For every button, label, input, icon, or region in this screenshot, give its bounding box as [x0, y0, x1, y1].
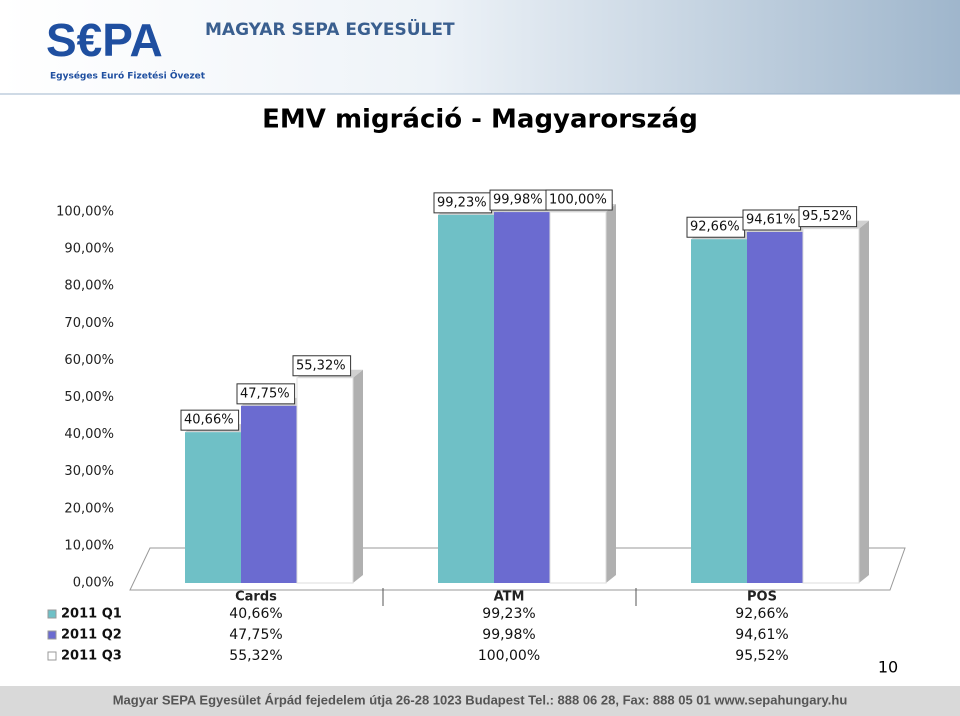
header-band — [0, 0, 960, 94]
bar — [691, 239, 747, 584]
logo: S€PA — [46, 14, 163, 66]
data-label-box — [292, 355, 352, 377]
bar-side — [606, 204, 616, 583]
table-value: 95,52% — [735, 648, 788, 664]
page-number: 10 — [878, 658, 898, 677]
y-tick-label: 80,00% — [64, 279, 114, 294]
table-value: 94,61% — [735, 627, 788, 643]
chart-title: EMV migráció - Magyarország — [262, 105, 698, 135]
table-value: 47,75% — [229, 627, 282, 643]
y-tick-label: 50,00% — [64, 390, 114, 405]
organization: MAGYAR SEPA EGYESÜLET — [205, 18, 455, 40]
table-value: 40,66% — [229, 606, 282, 622]
bar — [802, 228, 860, 584]
legend-swatch — [47, 651, 57, 661]
data-label: 99,98% — [493, 193, 543, 208]
data-label: 99,23% — [437, 195, 487, 210]
category-label: ATM — [494, 590, 525, 605]
footer-band — [0, 686, 960, 716]
data-label-box — [545, 189, 613, 211]
bar-side — [353, 369, 363, 583]
bar-side — [859, 220, 869, 584]
y-tick-label: 60,00% — [64, 353, 114, 368]
bar — [747, 231, 803, 584]
category-label: Cards — [235, 590, 277, 605]
y-tick-label: 70,00% — [64, 316, 114, 331]
y-tick-label: 10,00% — [64, 538, 114, 553]
y-tick-label: 100,00% — [56, 205, 114, 220]
y-tick-label: 90,00% — [64, 242, 114, 257]
data-label: 94,61% — [746, 212, 796, 227]
table-value: 55,32% — [229, 648, 282, 664]
y-tick-label: 30,00% — [64, 464, 114, 479]
category-label: POS — [747, 590, 777, 605]
table-value: 100,00% — [478, 648, 540, 664]
footer: Magyar SEPA Egyesület Árpád fejedelem út… — [113, 692, 848, 707]
table-value: 99,98% — [482, 627, 535, 643]
data-label-box — [180, 409, 240, 431]
data-label: 40,66% — [184, 413, 234, 428]
bar — [549, 211, 607, 584]
data-label: 47,75% — [240, 386, 290, 401]
legend-label: 2011 Q3 — [61, 649, 122, 664]
legend-label: 2011 Q1 — [61, 607, 122, 622]
bar — [241, 405, 297, 583]
legend-swatch — [47, 609, 57, 619]
bar — [296, 377, 354, 584]
data-label: 100,00% — [549, 193, 607, 208]
y-tick-label: 20,00% — [64, 501, 114, 516]
data-label-box — [798, 206, 858, 228]
bar — [185, 432, 241, 583]
bar — [494, 212, 550, 583]
bar — [438, 214, 494, 584]
legend-label: 2011 Q2 — [61, 628, 122, 643]
logo-subtitle: Egységes Euró Fizetési Övezet — [50, 71, 206, 82]
y-tick-label: 0,00% — [73, 576, 114, 591]
table-value: 99,23% — [482, 606, 535, 622]
data-label: 55,32% — [296, 358, 346, 373]
y-tick-label: 40,00% — [64, 427, 114, 442]
data-label-box — [236, 383, 296, 405]
legend-swatch — [47, 630, 57, 640]
table-value: 92,66% — [735, 606, 788, 622]
data-label: 95,52% — [802, 209, 852, 224]
data-label: 92,66% — [690, 220, 740, 235]
